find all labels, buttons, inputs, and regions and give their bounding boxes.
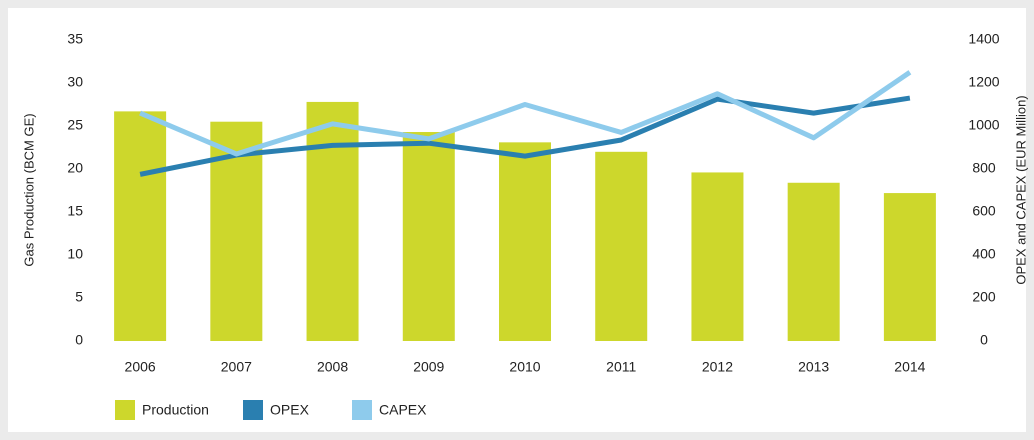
- y-tick-label: 35: [67, 31, 83, 47]
- bar: [883, 193, 936, 341]
- y2-tick-label: 800: [972, 160, 996, 176]
- x-tick-label: 2008: [317, 359, 348, 375]
- legend-swatch: [352, 400, 372, 420]
- bar: [787, 182, 840, 341]
- legend-swatch: [115, 400, 135, 420]
- y2-tick-label: 1000: [968, 117, 999, 133]
- x-tick-label: 2013: [798, 359, 829, 375]
- y2-axis-label: OPEX and CAPEX (EUR Million): [1013, 95, 1028, 284]
- bar: [595, 151, 648, 341]
- line: [139, 70, 912, 157]
- legend-label: Production: [142, 402, 209, 418]
- y-axis-label: Gas Production (BCM GE): [21, 113, 36, 266]
- bar: [402, 132, 455, 341]
- y2-tick-label: 0: [980, 332, 988, 348]
- x-tick-label: 2007: [221, 359, 252, 375]
- y-tick-label: 30: [67, 74, 83, 90]
- y-tick-label: 20: [67, 160, 83, 176]
- bar: [114, 111, 167, 341]
- x-tick-label: 2006: [125, 359, 156, 375]
- y2-tick-label: 400: [972, 246, 996, 262]
- y2-tick-label: 600: [972, 203, 996, 219]
- x-tick-label: 2010: [509, 359, 540, 375]
- y-tick-label: 10: [67, 246, 83, 262]
- legend-label: OPEX: [270, 402, 310, 418]
- y-tick-label: 5: [75, 289, 83, 305]
- x-tick-label: 2012: [702, 359, 733, 375]
- y-tick-label: 15: [67, 203, 83, 219]
- bar: [499, 142, 551, 341]
- x-tick-label: 2014: [894, 359, 925, 375]
- y-tick-label: 0: [75, 332, 83, 348]
- bar: [306, 101, 359, 341]
- line: [139, 95, 911, 177]
- y2-tick-label: 200: [972, 289, 996, 305]
- y2-tick-label: 1400: [968, 31, 999, 47]
- y-tick-label: 25: [67, 117, 83, 133]
- bar: [691, 172, 744, 341]
- legend-swatch: [243, 400, 263, 420]
- y2-tick-label: 1200: [968, 74, 999, 90]
- x-tick-label: 2009: [413, 359, 444, 375]
- x-tick-label: 2011: [606, 359, 636, 375]
- legend-label: CAPEX: [379, 402, 427, 418]
